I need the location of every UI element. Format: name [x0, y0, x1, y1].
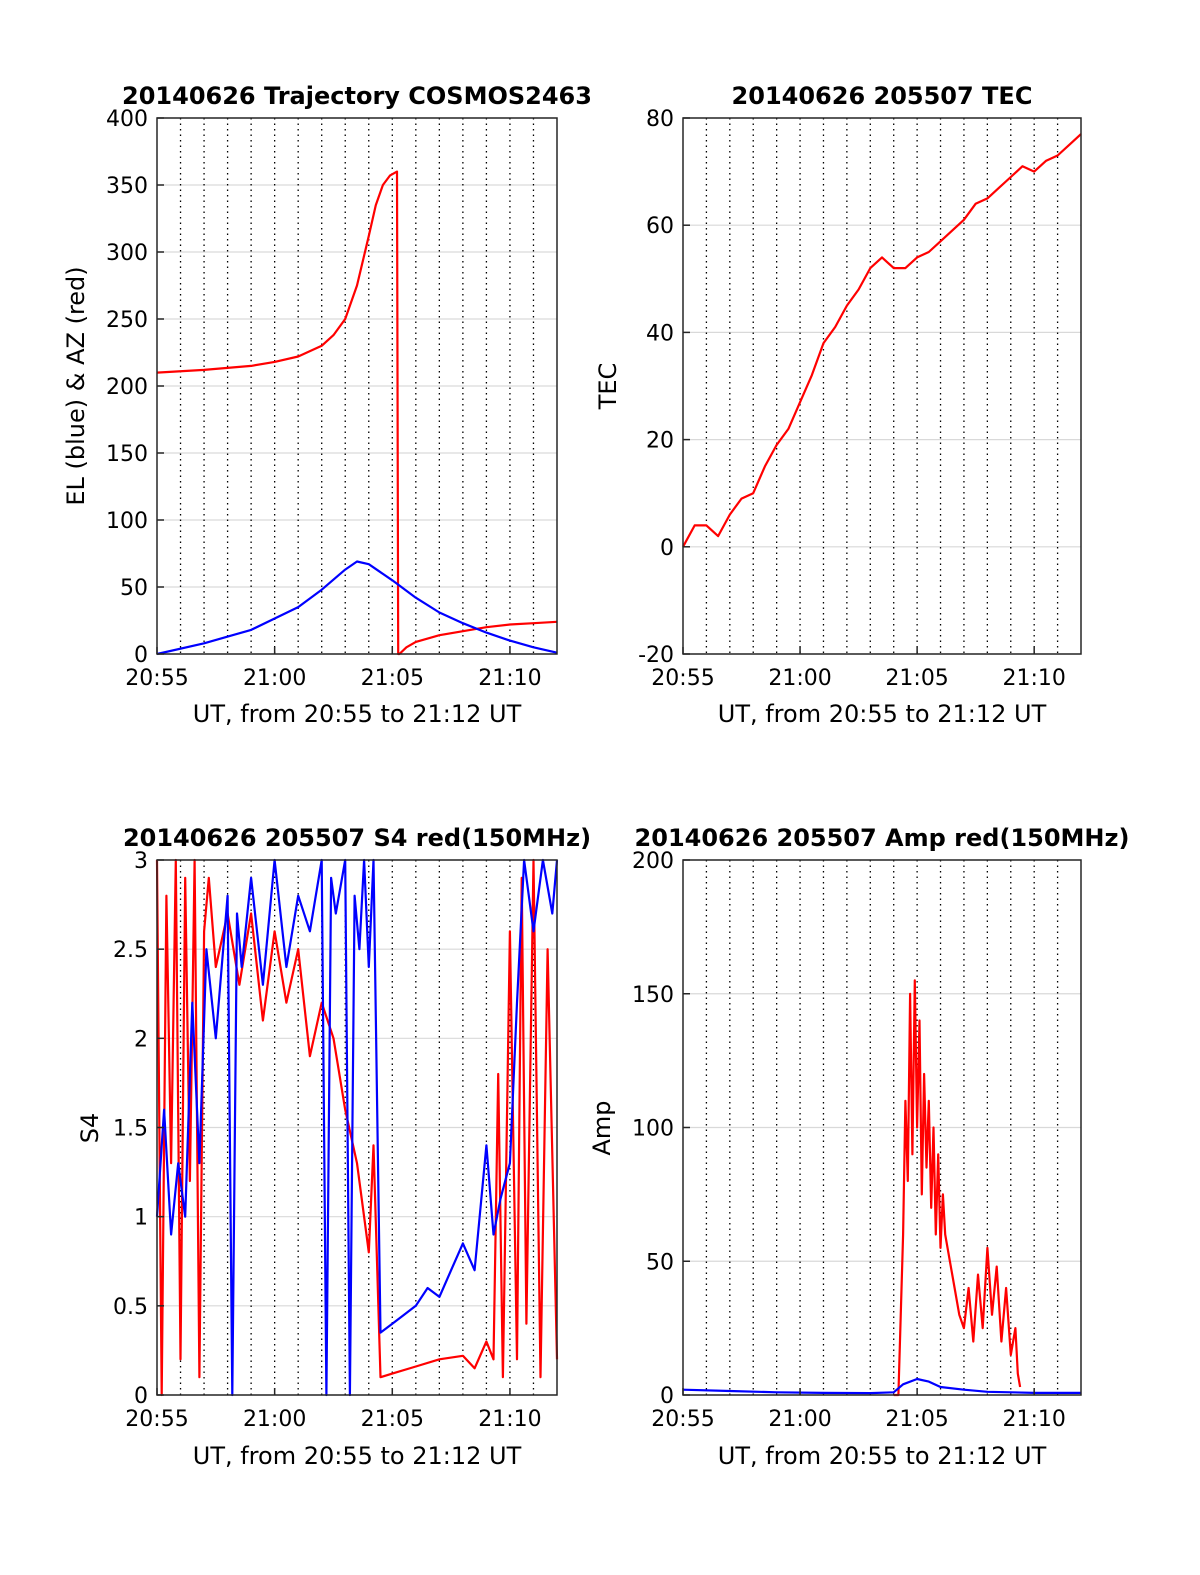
panel-title: 20140626 205507 TEC — [732, 82, 1033, 110]
x-tick-label: 21:05 — [885, 1407, 948, 1432]
x-axis-label: UT, from 20:55 to 21:12 UT — [193, 700, 522, 728]
x-tick-label: 21:10 — [478, 1407, 541, 1432]
y-axis-label: S4 — [76, 1113, 104, 1144]
x-tick-label: 21:05 — [361, 1407, 424, 1432]
y-tick-label: 200 — [106, 375, 148, 400]
panel-title: 20140626 205507 Amp red(150MHz) — [635, 824, 1130, 852]
x-tick-label: 21:00 — [243, 1407, 306, 1432]
y-tick-label: 100 — [106, 509, 148, 534]
y-tick-label: 0 — [134, 643, 148, 668]
panel-s4: 20140626 205507 S4 red(150MHz) UT, from … — [76, 824, 591, 1470]
x-tick-label: 21:05 — [361, 666, 424, 691]
panel-title: 20140626 205507 S4 red(150MHz) — [123, 824, 591, 852]
x-tick-label: 20:55 — [651, 666, 714, 691]
y-tick-label: 0 — [660, 1384, 674, 1409]
x-axis-label: UT, from 20:55 to 21:12 UT — [193, 1442, 522, 1470]
panel-trajectory: 20140626 Trajectory COSMOS2463 UT, from … — [62, 82, 592, 728]
y-axis-label: Amp — [588, 1100, 616, 1155]
x-tick-label: 21:00 — [768, 1407, 831, 1432]
y-tick-label: 80 — [646, 107, 674, 132]
x-tick-label: 21:10 — [1002, 666, 1065, 691]
y-tick-label: 1 — [134, 1206, 148, 1231]
y-tick-label: 1.5 — [113, 1117, 148, 1142]
y-tick-label: 150 — [106, 442, 148, 467]
y-tick-label: 200 — [632, 849, 674, 874]
y-tick-label: 0 — [660, 536, 674, 561]
x-tick-label: 21:00 — [768, 666, 831, 691]
x-tick-label: 21:05 — [885, 666, 948, 691]
series-line-secondary — [156, 560, 558, 656]
x-tick-label: 21:00 — [243, 666, 306, 691]
x-axis-label: UT, from 20:55 to 21:12 UT — [718, 1442, 1047, 1470]
y-tick-label: 2 — [134, 1027, 148, 1052]
y-tick-label: 50 — [120, 576, 148, 601]
panel-amp: 20140626 205507 Amp red(150MHz) UT, from… — [588, 824, 1129, 1470]
y-tick-label: 100 — [632, 1117, 674, 1142]
series-line-primary — [682, 133, 1082, 548]
x-tick-label: 21:10 — [478, 666, 541, 691]
x-tick-label: 21:10 — [1002, 1407, 1065, 1432]
y-axis-label: EL (blue) & AZ (red) — [62, 266, 90, 505]
x-axis-label: UT, from 20:55 to 21:12 UT — [718, 700, 1047, 728]
y-tick-label: 150 — [632, 983, 674, 1008]
y-tick-label: 400 — [106, 107, 148, 132]
y-tick-label: 2.5 — [113, 938, 148, 963]
x-tick-label: 20:55 — [651, 1407, 714, 1432]
y-tick-label: 350 — [106, 174, 148, 199]
y-tick-label: 60 — [646, 214, 674, 239]
y-axis-label: TEC — [594, 363, 622, 411]
y-tick-label: 40 — [646, 321, 674, 346]
x-tick-label: 20:55 — [125, 1407, 188, 1432]
axes-box — [682, 117, 1082, 655]
series-line-primary — [156, 170, 558, 656]
y-tick-label: 250 — [106, 308, 148, 333]
x-tick-label: 20:55 — [125, 666, 188, 691]
y-tick-label: 0 — [134, 1384, 148, 1409]
y-tick-label: 0.5 — [113, 1295, 148, 1320]
series-line-primary — [893, 979, 1022, 1397]
y-tick-label: -20 — [638, 643, 674, 668]
y-tick-label: 3 — [134, 849, 148, 874]
panel-title: 20140626 Trajectory COSMOS2463 — [122, 82, 592, 110]
y-tick-label: 20 — [646, 429, 674, 454]
y-tick-label: 50 — [646, 1250, 674, 1275]
y-tick-label: 300 — [106, 241, 148, 266]
panel-tec: 20140626 205507 TEC UT, from 20:55 to 21… — [594, 82, 1082, 728]
